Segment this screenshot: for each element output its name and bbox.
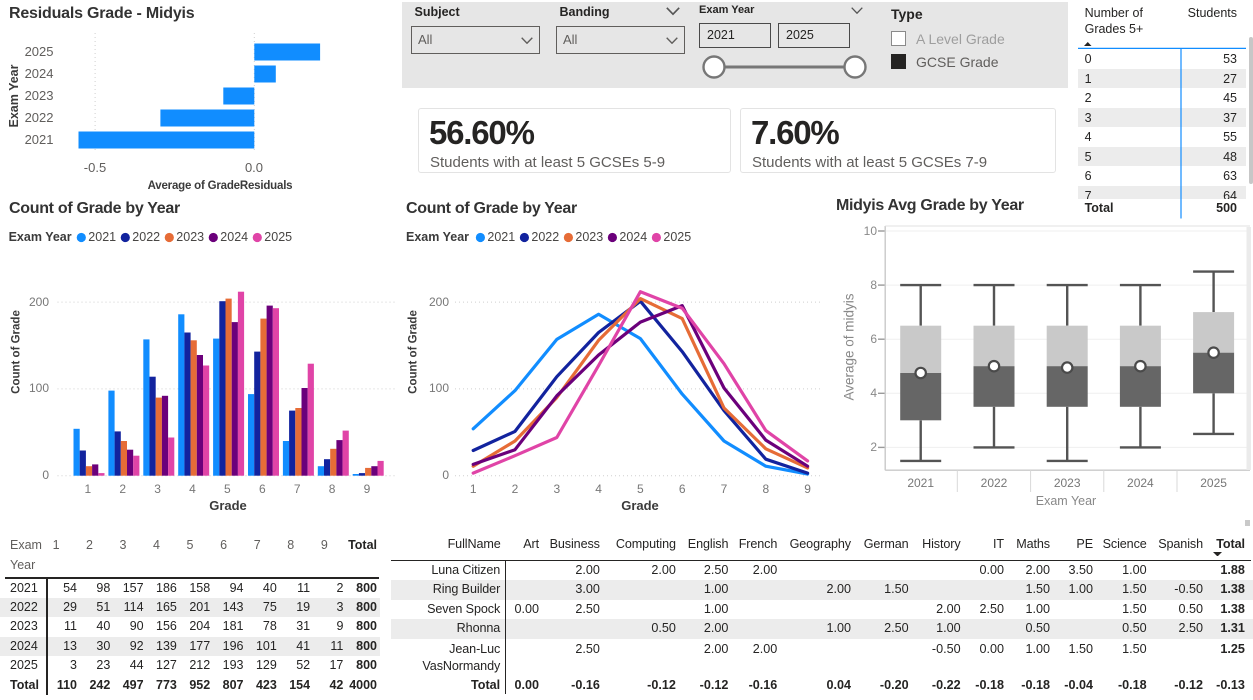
svg-text:Average of midyis: Average of midyis — [842, 293, 857, 400]
svg-text:Count of Grade: Count of Grade — [408, 310, 420, 394]
svg-text:Exam Year: Exam Year — [7, 64, 21, 127]
svg-text:Count of Grade: Count of Grade — [10, 310, 22, 394]
